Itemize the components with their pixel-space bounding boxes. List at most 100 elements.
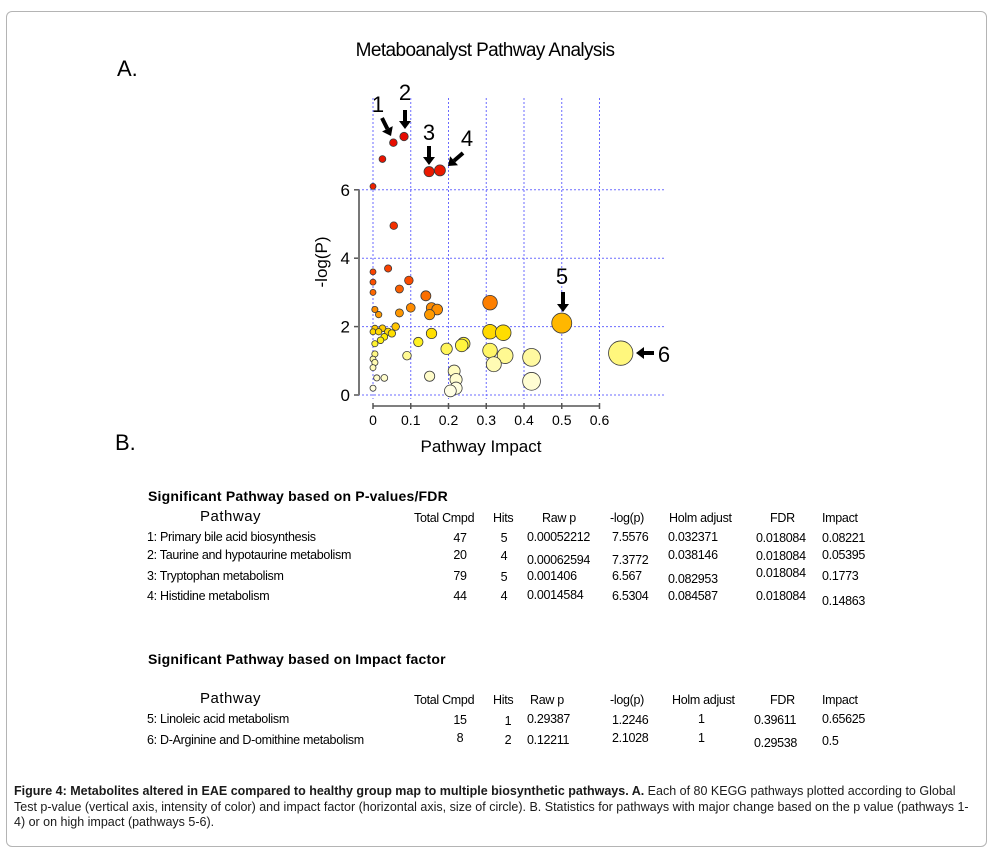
table-cell: 79 [453,569,467,583]
data-point [384,264,393,273]
table-header-cell: Total Cmpd [414,511,475,525]
table-cell: 20 [453,548,467,562]
x-tick-label: 0.3 [477,412,497,428]
data-point [485,356,502,373]
data-point [391,322,400,331]
arrow-icon-2 [399,110,411,129]
table-cell: 2: Taurine and hypotaurine metabolism [147,548,352,562]
table-cell: 0.018084 [756,531,806,545]
table-cell: 0.29387 [527,712,571,726]
table-cell: 0.00052212 [527,530,591,544]
table-cell: 1.2246 [612,713,649,727]
table-cell: 4: Histidine metabolism [147,589,270,603]
table-cell: 0.084587 [668,589,718,603]
data-point [369,268,377,276]
table-cell: 0.05395 [822,548,866,562]
data-point-1 [399,131,409,142]
table2-title: Significant Pathway based on Impact fact… [148,651,446,667]
annotation-label-3: 3 [423,120,435,145]
data-points [369,131,634,398]
table-cell: 4 [500,549,508,563]
table-cell: 7.3772 [612,553,649,567]
table-cell: 0.39611 [754,713,797,727]
data-point [371,340,379,348]
data-point [380,374,389,382]
table-cell: 0.038146 [668,548,718,562]
data-point [369,288,377,296]
data-point [369,384,377,392]
data-point [496,347,514,364]
table-header-cell: -log(p) [610,693,645,707]
figure-caption: Figure 4: Metabolites altered in EAE com… [14,784,974,831]
table-header-cell: FDR [770,693,795,707]
data-point [395,308,404,318]
data-point [444,384,457,398]
data-point [369,278,377,286]
y-tick-label: 4 [341,249,350,268]
table-header-cell: Raw p [530,693,564,707]
data-point [369,182,377,190]
tick-labels: 0 0.1 0.2 0.3 0.4 0.5 0.6 0 2 4 6 [341,181,610,428]
table-cell: 0.032371 [668,530,718,544]
table-cell: 2.1028 [612,731,649,745]
data-point-5 [551,312,573,334]
x-tick-label: 0.2 [439,412,459,428]
data-point-2 [389,138,398,147]
table-cell: 1 [698,731,705,745]
data-point [378,155,387,163]
table-cell: 15 [453,713,467,727]
data-point [395,284,404,294]
table-cell: 44 [453,589,467,603]
table-cell: 0.0014584 [527,588,584,602]
table-cell: 5: Linoleic acid metabolism [147,712,289,726]
table-cell: 6: D-Arginine and D-omithine metabolism [147,733,364,747]
data-point [405,302,416,313]
annotation-label-4: 4 [461,126,473,151]
data-point [424,309,436,321]
table-header-cell: Hits [493,693,514,707]
table-cell: 3: Tryptophan metabolism [147,569,284,583]
table-header-cell: Impact [822,693,858,707]
table-cell: 0.08221 [822,531,866,545]
table-cell: 7.5576 [612,530,649,544]
x-tick-label: 0.1 [401,412,421,428]
table-cell: 47 [453,531,467,545]
grid-lines [358,98,665,399]
arrow-icon-1 [380,117,393,136]
table-cell: 8 [456,731,464,745]
data-point [402,350,412,361]
table-cell: 6.567 [612,569,642,583]
annotation-label-5: 5 [556,264,568,289]
data-point-6 [608,340,634,366]
data-point-4 [423,166,435,178]
axes [354,189,601,409]
panel-label-b: B. [115,430,136,455]
x-tick-label: 0.4 [514,412,534,428]
arrow-icon-5 [557,292,569,312]
caption-text-a: Each of 80 KEGG pathways plotted accordi… [14,784,956,814]
table-cell: 4 [500,589,508,603]
table-cell: 0.018084 [756,549,806,563]
table-cell: 1 [504,714,512,728]
data-point [522,372,541,391]
panel-label-a: A. [117,56,138,81]
table-cell: 0.14863 [822,594,866,608]
y-tick-label: 0 [341,386,350,405]
data-point [482,342,498,359]
y-tick-label: 6 [341,181,350,200]
data-point [420,290,432,302]
table-cell: 0.29538 [754,736,798,750]
table-header-cell: Hits [493,511,514,525]
table-cell: 1 [698,712,705,726]
annotations: 1 23 4 5 6 [372,80,670,367]
y-tick-label: 2 [341,318,350,337]
table-cell: 0.5 [822,734,839,748]
table-cell: 2 [504,733,512,747]
data-point [424,370,436,382]
x-tick-label: 0.5 [552,412,572,428]
table-cell: 0.001406 [527,569,577,583]
table-header-cell: Total Cmpd [414,693,475,707]
data-point-3 [434,164,446,177]
table-cell: 0.00062594 [527,553,591,567]
data-point [375,328,383,336]
